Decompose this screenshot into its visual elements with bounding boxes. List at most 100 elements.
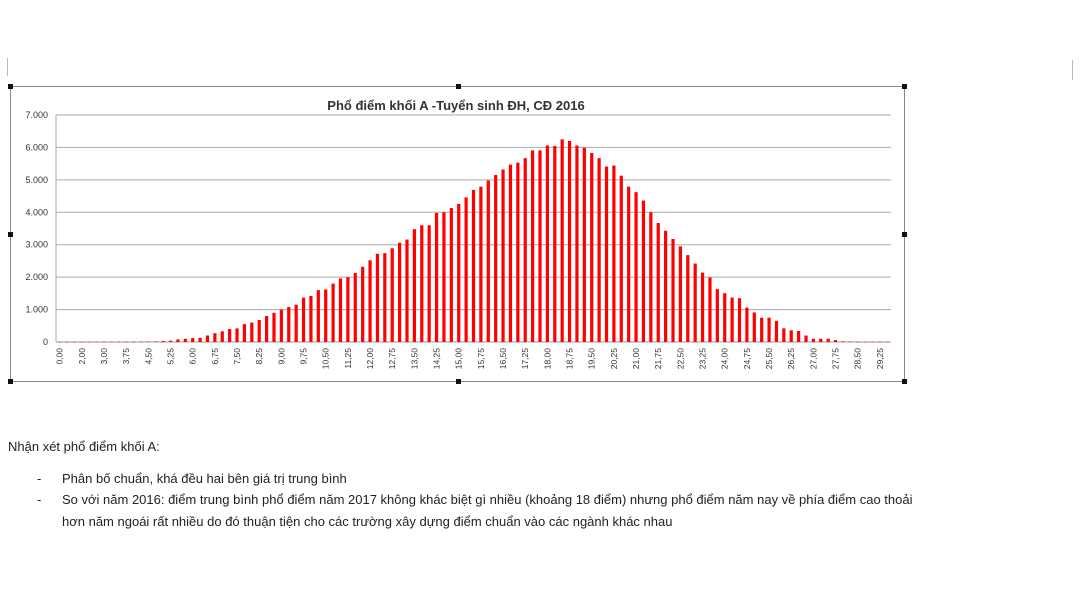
x-tick-label: 11,25	[343, 348, 353, 369]
bar	[730, 297, 734, 342]
x-tick-label: 17,25	[520, 348, 530, 370]
bar	[279, 309, 283, 342]
bar	[760, 317, 764, 342]
bar	[693, 263, 697, 342]
bar	[287, 306, 291, 342]
x-tick-label: 15,00	[454, 348, 464, 370]
bar	[161, 341, 165, 342]
bar	[405, 239, 409, 342]
resize-handle-tl[interactable]	[8, 84, 13, 89]
bar	[242, 324, 247, 342]
x-tick-label: 7,50	[232, 348, 242, 365]
bar	[885, 341, 889, 343]
x-tick-label: 28,50	[853, 348, 863, 370]
bar	[213, 333, 217, 342]
bar	[316, 290, 320, 342]
bar	[139, 341, 143, 343]
bar	[198, 337, 202, 342]
x-tick-label: 24,75	[742, 348, 752, 370]
bar	[833, 340, 838, 342]
bullet-marker: -	[37, 492, 42, 507]
resize-handle-br[interactable]	[902, 379, 907, 384]
bar	[745, 307, 749, 342]
x-tick-label: 18,75	[565, 348, 575, 370]
bar	[87, 341, 91, 343]
x-tick-label: 6,75	[210, 348, 220, 365]
bar	[634, 192, 638, 342]
resize-handle-bm[interactable]	[456, 379, 461, 384]
bar	[501, 169, 505, 342]
x-tick-label: 9,00	[276, 348, 286, 365]
bullet-text-line-2: hơn năm ngoái rất nhiều do đó thuận tiện…	[62, 514, 673, 529]
bar	[494, 174, 498, 342]
bar	[553, 146, 557, 342]
x-tick-label: 26,25	[786, 348, 796, 370]
bar	[361, 266, 365, 342]
embedded-chart[interactable]: Phổ điểm khối A -Tuyển sinh ĐH, CĐ 2016 …	[8, 84, 907, 384]
bar	[124, 341, 128, 343]
bar	[80, 341, 84, 343]
bar	[117, 341, 121, 343]
bar	[590, 152, 594, 342]
resize-handle-bl[interactable]	[8, 379, 13, 384]
resize-handle-ml[interactable]	[8, 232, 13, 237]
resize-handle-tr[interactable]	[902, 84, 907, 89]
bar	[220, 331, 224, 342]
bar	[353, 272, 357, 342]
page-corner-mark-left	[7, 58, 8, 76]
bar	[183, 338, 187, 342]
bar	[686, 255, 690, 342]
bar	[398, 242, 402, 342]
bar	[205, 335, 210, 342]
bar	[582, 147, 586, 342]
bar	[545, 145, 549, 342]
bar	[486, 180, 490, 342]
x-tick-label: 22,50	[675, 348, 685, 370]
bar	[774, 320, 779, 342]
bullet-text-line-1: So với năm 2016: điểm trung bình phổ điể…	[62, 492, 913, 507]
bar	[856, 341, 860, 343]
x-tick-label: 3,75	[121, 348, 131, 365]
bar	[434, 212, 439, 342]
bar	[804, 335, 808, 342]
bar	[257, 319, 261, 342]
bullet-marker: -	[37, 471, 42, 486]
bar	[72, 341, 77, 343]
bar	[375, 253, 380, 342]
bar	[235, 328, 239, 342]
bar	[272, 312, 276, 342]
bar	[656, 222, 660, 342]
x-tick-label: 25,50	[764, 348, 774, 370]
bar	[870, 341, 875, 343]
bar	[383, 253, 387, 342]
bar	[449, 208, 453, 342]
resize-handle-mr[interactable]	[902, 232, 907, 237]
bar	[560, 139, 564, 342]
bar	[567, 140, 572, 342]
bar	[826, 338, 830, 342]
bar	[841, 341, 845, 342]
bar	[508, 164, 513, 342]
bar	[523, 158, 527, 342]
bar	[479, 186, 483, 342]
bar	[538, 150, 542, 342]
bar	[294, 304, 298, 342]
bar	[789, 330, 793, 342]
resize-handle-tm[interactable]	[456, 84, 461, 89]
x-tick-label: 10,50	[321, 348, 331, 370]
bar	[427, 225, 431, 342]
bar	[331, 283, 335, 342]
bar	[146, 341, 150, 343]
x-tick-label: 21,75	[653, 348, 663, 370]
bar	[531, 150, 535, 342]
x-tick-label: 12,00	[365, 348, 375, 370]
bar	[627, 186, 631, 342]
bar	[390, 248, 394, 342]
bar	[641, 200, 646, 342]
x-tick-label: 5,25	[166, 348, 176, 365]
bar	[264, 316, 269, 342]
x-tick-label: 15,75	[476, 348, 486, 370]
bar	[516, 162, 520, 342]
x-tick-label: 6,00	[188, 348, 198, 365]
y-tick-label: 3.000	[25, 240, 48, 250]
